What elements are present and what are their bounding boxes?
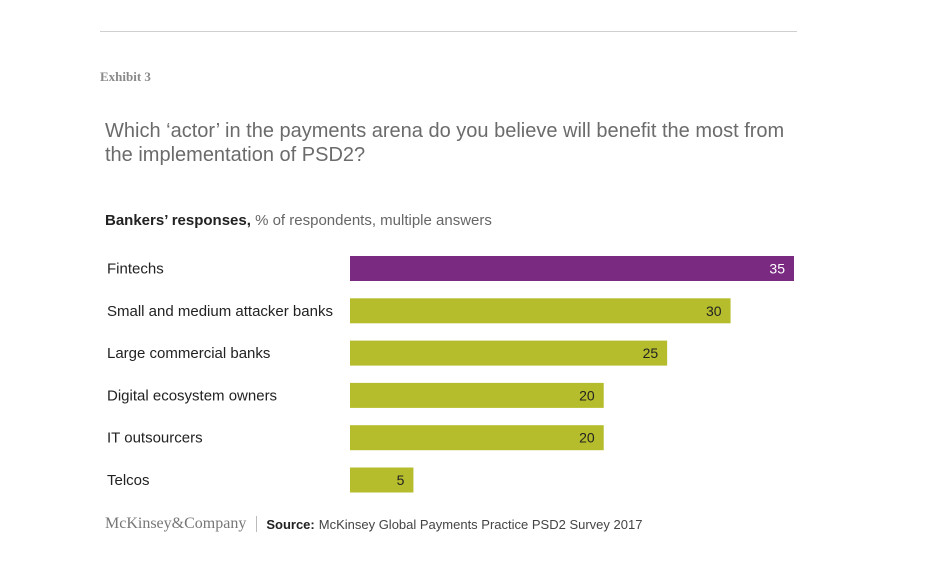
category-label: Small and medium attacker banks — [107, 303, 333, 320]
data-label: 35 — [769, 261, 785, 277]
bar — [350, 425, 604, 451]
category-label: Fintechs — [107, 261, 164, 278]
data-label: 20 — [579, 430, 595, 446]
chart-title: Which ‘actor’ in the payments arena do y… — [105, 120, 785, 166]
company-logo: McKinsey&Company — [105, 515, 247, 532]
category-label: IT outsourcers — [107, 430, 203, 447]
source-label: Source: — [266, 516, 315, 532]
bar — [350, 256, 794, 281]
category-label: Digital ecosystem owners — [107, 387, 277, 404]
data-label: 5 — [397, 472, 405, 488]
data-label: 30 — [706, 303, 722, 319]
data-label: 25 — [643, 345, 659, 361]
bar — [350, 298, 731, 324]
category-label: Telcos — [107, 472, 150, 489]
top-divider — [100, 31, 797, 32]
exhibit-label: Exhibit 3 — [100, 69, 151, 84]
bar — [350, 467, 414, 493]
source-text: McKinsey Global Payments Practice PSD2 S… — [318, 516, 643, 532]
chart-subtitle: Bankers’ responses, % of respondents, mu… — [105, 212, 492, 229]
data-label: 20 — [579, 387, 595, 403]
footer-separator — [256, 516, 258, 532]
subtitle-bold: Bankers’ responses, — [105, 212, 251, 229]
category-label: Large commercial banks — [107, 345, 270, 362]
bar — [350, 340, 668, 366]
footer: McKinsey&Company Source: McKinsey Global… — [105, 515, 642, 533]
subtitle-rest: % of respondents, multiple answers — [250, 212, 492, 229]
bar — [350, 382, 604, 408]
